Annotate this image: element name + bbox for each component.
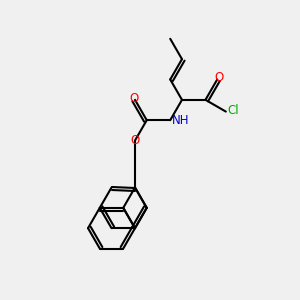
Text: O: O [214,71,223,85]
Text: Cl: Cl [227,103,239,117]
Text: O: O [129,92,138,105]
Text: O: O [130,134,140,147]
Text: NH: NH [172,114,189,127]
